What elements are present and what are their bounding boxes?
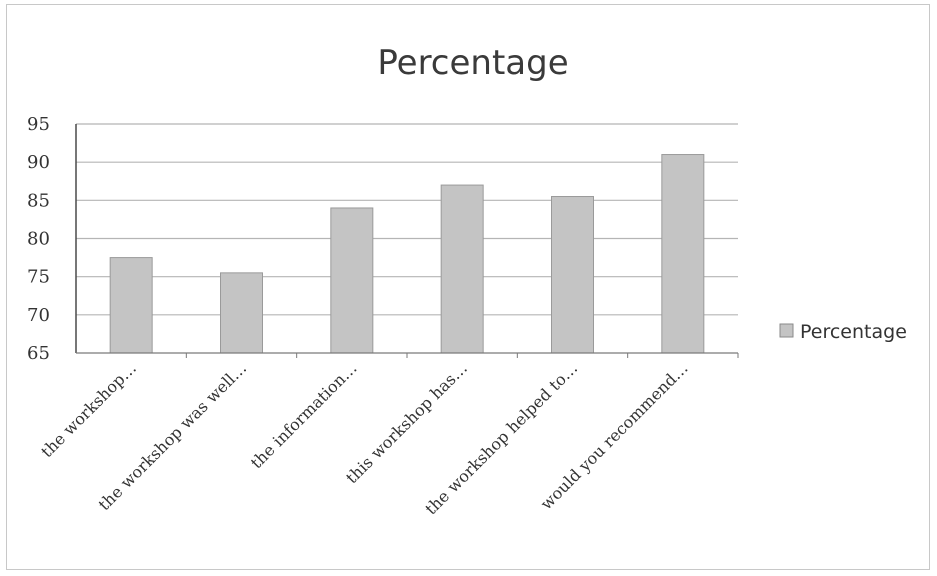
bar	[109, 257, 153, 354]
y-tick-label: 65	[27, 343, 50, 364]
legend-swatch	[779, 323, 794, 338]
chart-title: Percentage	[377, 43, 568, 83]
y-tick-labels: 95 90 85 80 75 70 65	[27, 114, 50, 364]
bar	[661, 154, 705, 354]
x-tick-label: the workshop…	[37, 358, 140, 461]
bar	[220, 272, 263, 354]
gridlines	[76, 123, 738, 316]
x-tick-label: this workshop has…	[342, 358, 471, 487]
bar	[440, 184, 484, 354]
y-tick-label: 85	[27, 190, 50, 211]
y-tick-label: 70	[27, 305, 50, 326]
x-tick-labels: the workshop…the workshop was well…the i…	[37, 358, 691, 518]
x-tick-label: the information…	[247, 358, 361, 472]
y-tick-label: 75	[27, 267, 50, 288]
bar	[551, 196, 594, 354]
legend-label: Percentage	[800, 321, 907, 343]
bar	[330, 207, 374, 354]
legend: Percentage	[779, 321, 907, 343]
bars	[109, 154, 705, 354]
axes	[75, 124, 739, 358]
y-tick-label: 80	[27, 229, 50, 250]
y-tick-label: 90	[27, 152, 50, 173]
y-tick-label: 95	[27, 114, 50, 135]
